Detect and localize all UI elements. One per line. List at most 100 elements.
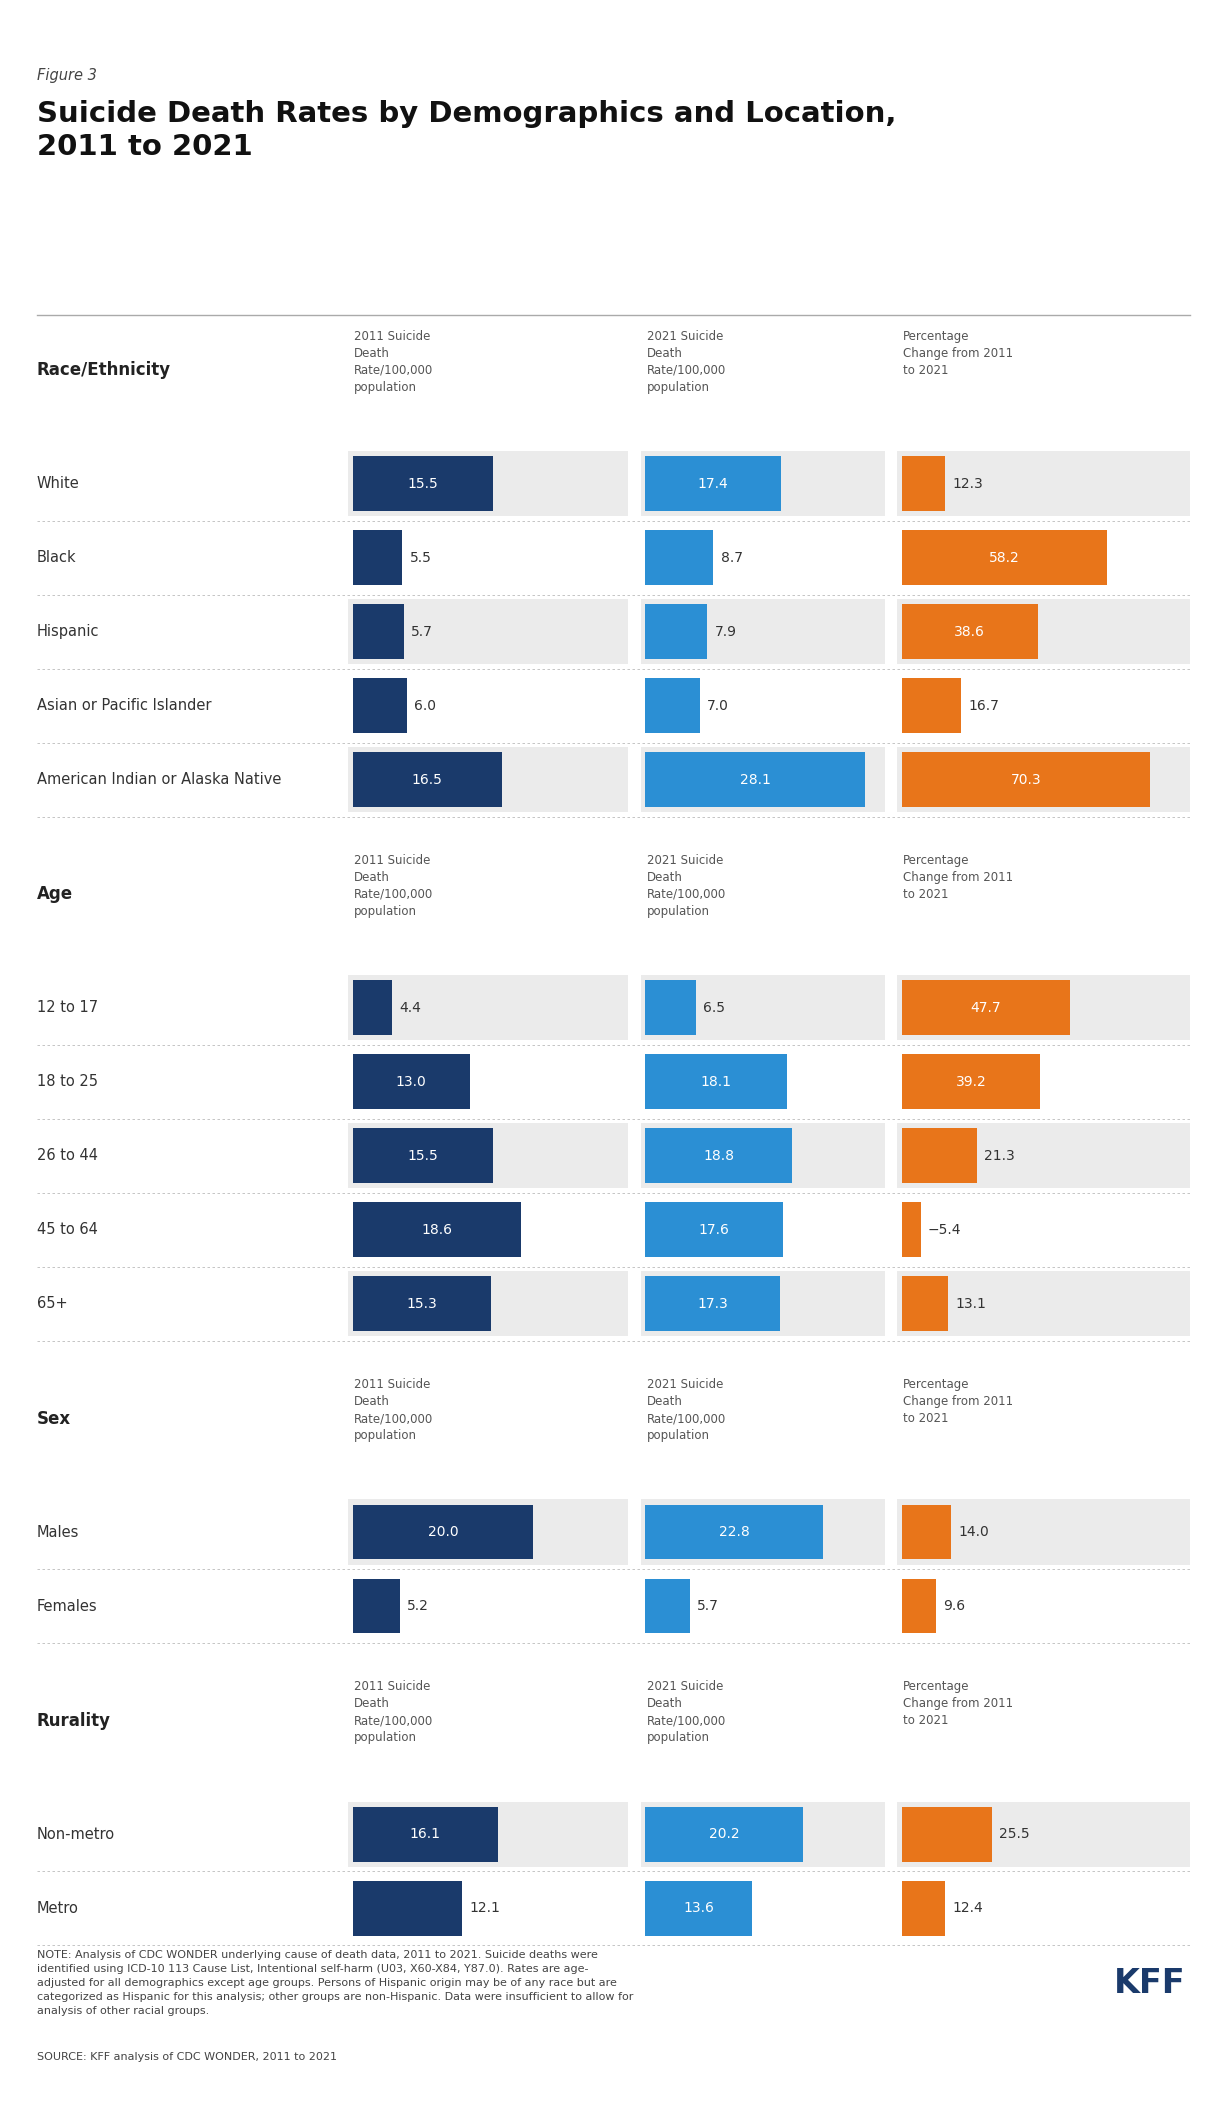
Text: −5.4: −5.4 (928, 1222, 961, 1237)
Bar (645, 1807, 803, 1862)
Text: Race/Ethnicity: Race/Ethnicity (37, 361, 171, 378)
Bar (897, 600, 1190, 663)
Bar (645, 753, 865, 808)
Text: Females: Females (37, 1599, 98, 1614)
Bar (348, 600, 628, 663)
Text: 12 to 17: 12 to 17 (37, 999, 98, 1016)
Text: 28.1: 28.1 (739, 772, 771, 787)
Bar (897, 1499, 1190, 1565)
Bar (902, 1807, 992, 1862)
Text: 6.5: 6.5 (704, 1001, 726, 1014)
Text: 18.1: 18.1 (700, 1076, 732, 1089)
Bar (640, 1801, 884, 1867)
Text: 12.1: 12.1 (470, 1901, 500, 1916)
Text: 45 to 64: 45 to 64 (37, 1222, 98, 1237)
Text: 2021 Suicide
Death
Rate/100,000
population: 2021 Suicide Death Rate/100,000 populati… (647, 1680, 726, 1743)
Text: 7.9: 7.9 (715, 625, 737, 638)
Text: 20.0: 20.0 (427, 1524, 459, 1539)
Text: Figure 3: Figure 3 (37, 68, 96, 83)
Bar (897, 1875, 1190, 1941)
Bar (640, 1271, 884, 1337)
Bar (348, 1875, 628, 1941)
Bar (353, 980, 393, 1035)
Text: 58.2: 58.2 (989, 551, 1020, 566)
Bar (640, 976, 884, 1040)
Bar (353, 678, 406, 733)
Text: 14.0: 14.0 (959, 1524, 989, 1539)
Text: 38.6: 38.6 (954, 625, 986, 638)
Text: 16.5: 16.5 (411, 772, 443, 787)
Bar (353, 753, 501, 808)
Text: Percentage
Change from 2011
to 2021: Percentage Change from 2011 to 2021 (903, 1680, 1013, 1726)
Bar (902, 1276, 948, 1331)
Bar (902, 678, 960, 733)
Bar (902, 1203, 921, 1256)
Bar (348, 1271, 628, 1337)
Bar (353, 1129, 493, 1184)
Bar (640, 1123, 884, 1188)
Text: 13.6: 13.6 (683, 1901, 714, 1916)
Bar (353, 1580, 399, 1633)
Text: Males: Males (37, 1524, 79, 1539)
Text: 5.7: 5.7 (411, 625, 433, 638)
Bar (640, 746, 884, 812)
Bar (348, 976, 628, 1040)
Bar (902, 1505, 952, 1558)
Bar (640, 1197, 884, 1263)
Bar (348, 1573, 628, 1639)
Bar (645, 1882, 752, 1935)
Text: Non-metro: Non-metro (37, 1826, 115, 1841)
Text: 5.5: 5.5 (410, 551, 432, 566)
Text: 18.6: 18.6 (421, 1222, 453, 1237)
Text: 20.2: 20.2 (709, 1826, 739, 1841)
Bar (640, 1499, 884, 1565)
Text: Percentage
Change from 2011
to 2021: Percentage Change from 2011 to 2021 (903, 1378, 1013, 1424)
Bar (348, 525, 628, 591)
Text: Hispanic: Hispanic (37, 625, 99, 640)
Bar (897, 1197, 1190, 1263)
Bar (348, 1801, 628, 1867)
Bar (902, 1054, 1041, 1110)
Bar (353, 1882, 462, 1935)
Bar (897, 746, 1190, 812)
Bar (348, 746, 628, 812)
Bar (897, 1801, 1190, 1867)
Bar (902, 1580, 936, 1633)
Bar (897, 1050, 1190, 1114)
Bar (353, 604, 404, 659)
Bar (640, 525, 884, 591)
Bar (353, 1203, 521, 1256)
Text: 16.7: 16.7 (967, 699, 999, 712)
Text: KFF: KFF (1114, 1967, 1186, 2001)
Text: 25.5: 25.5 (999, 1826, 1030, 1841)
Bar (645, 1129, 792, 1184)
Text: White: White (37, 476, 79, 491)
Bar (897, 1271, 1190, 1337)
Bar (897, 674, 1190, 738)
Bar (645, 604, 708, 659)
Text: 2021 Suicide
Death
Rate/100,000
population: 2021 Suicide Death Rate/100,000 populati… (647, 855, 726, 918)
Text: 13.0: 13.0 (395, 1076, 427, 1089)
Text: 2021 Suicide
Death
Rate/100,000
population: 2021 Suicide Death Rate/100,000 populati… (647, 1378, 726, 1441)
Text: 18 to 25: 18 to 25 (37, 1074, 98, 1089)
Text: 4.4: 4.4 (400, 1001, 421, 1014)
Bar (645, 457, 781, 510)
Text: 16.1: 16.1 (410, 1826, 440, 1841)
Bar (645, 980, 697, 1035)
Bar (902, 1129, 977, 1184)
Text: 65+: 65+ (37, 1297, 67, 1312)
Text: 17.4: 17.4 (698, 476, 728, 491)
Text: 5.2: 5.2 (406, 1599, 428, 1614)
Text: Percentage
Change from 2011
to 2021: Percentage Change from 2011 to 2021 (903, 855, 1013, 901)
Text: 15.5: 15.5 (407, 476, 438, 491)
Bar (348, 451, 628, 517)
Text: 9.6: 9.6 (943, 1599, 965, 1614)
Bar (348, 1050, 628, 1114)
Text: 6.0: 6.0 (414, 699, 436, 712)
Text: Black: Black (37, 551, 76, 566)
Text: Rurality: Rurality (37, 1711, 111, 1731)
Text: 17.6: 17.6 (699, 1222, 730, 1237)
Bar (348, 1197, 628, 1263)
Bar (348, 1499, 628, 1565)
Bar (353, 529, 403, 585)
